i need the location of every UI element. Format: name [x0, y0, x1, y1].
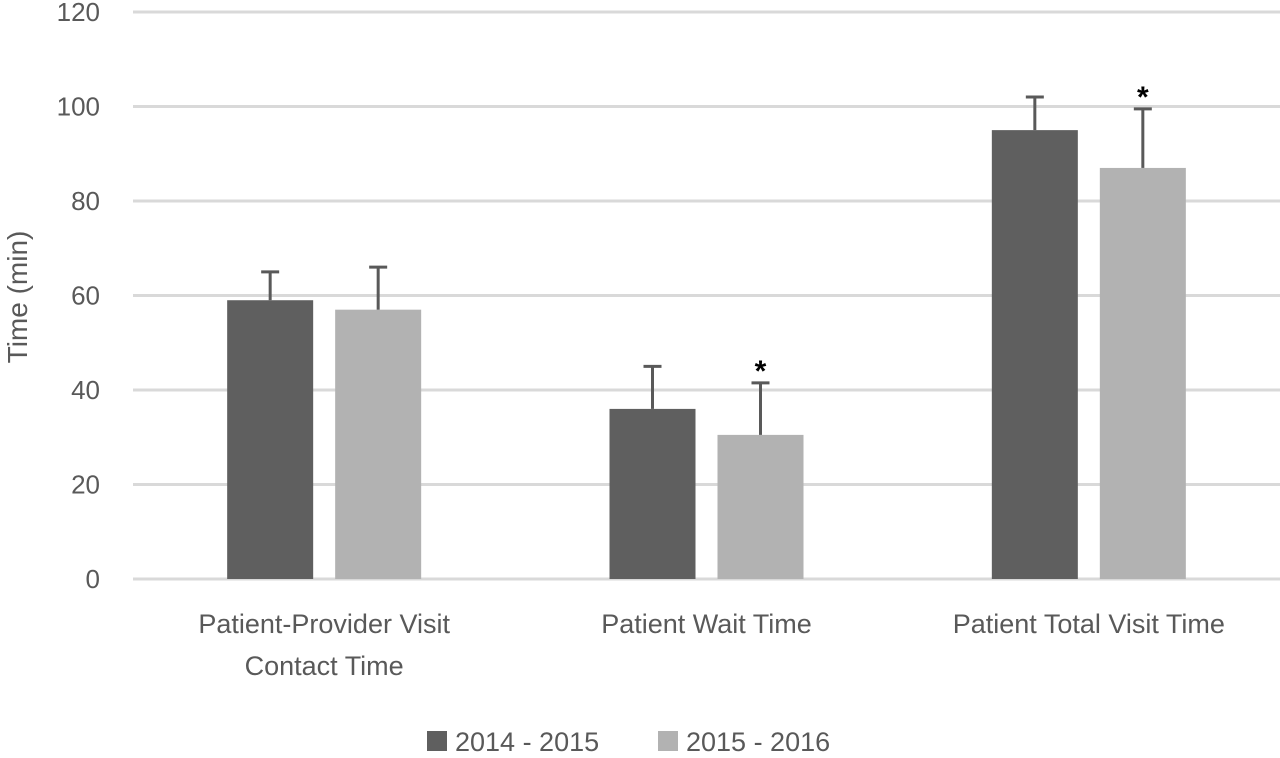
- bar-2014-2015: [991, 130, 1078, 579]
- bar-2014-2015: [609, 408, 696, 579]
- y-tick-label: 60: [71, 281, 100, 311]
- legend: 2014 - 2015 2015 - 2016: [427, 727, 830, 757]
- bar-2015-2016: [717, 434, 804, 579]
- bar-2014-2015: [227, 300, 314, 579]
- significance-asterisk: *: [1137, 81, 1149, 114]
- error-bars: [261, 95, 1152, 435]
- x-category-label: Patient Wait Time: [601, 609, 812, 639]
- legend-label: 2015 - 2016: [686, 727, 830, 753]
- legend-label: 2014 - 2015: [455, 727, 599, 753]
- y-tick-label: 0: [86, 564, 100, 594]
- bar-2015-2016: [1099, 167, 1186, 580]
- legend-swatch: [658, 731, 678, 751]
- gridlines: [133, 10, 1280, 581]
- x-category-label: Contact Time: [245, 651, 404, 681]
- annotations: **: [755, 81, 1149, 388]
- bars: [227, 130, 1186, 580]
- y-tick-label: 40: [71, 375, 100, 405]
- significance-asterisk: *: [755, 355, 767, 388]
- y-axis-label: Time (min): [2, 231, 33, 364]
- legend-swatch: [427, 731, 447, 751]
- x-category-label: Patient-Provider Visit: [198, 609, 450, 639]
- y-tick-label: 100: [57, 92, 100, 122]
- x-category-label: Patient Total Visit Time: [953, 609, 1225, 639]
- x-category-labels: Patient-Provider Visit Contact Time Patien…: [198, 609, 1225, 681]
- y-tick-label: 80: [71, 186, 100, 216]
- bar-2015-2016: [335, 309, 422, 579]
- y-tick-labels: 0 20 40 60 80 100 120: [57, 0, 100, 594]
- y-tick-label: 120: [57, 0, 100, 27]
- y-tick-label: 20: [71, 470, 100, 500]
